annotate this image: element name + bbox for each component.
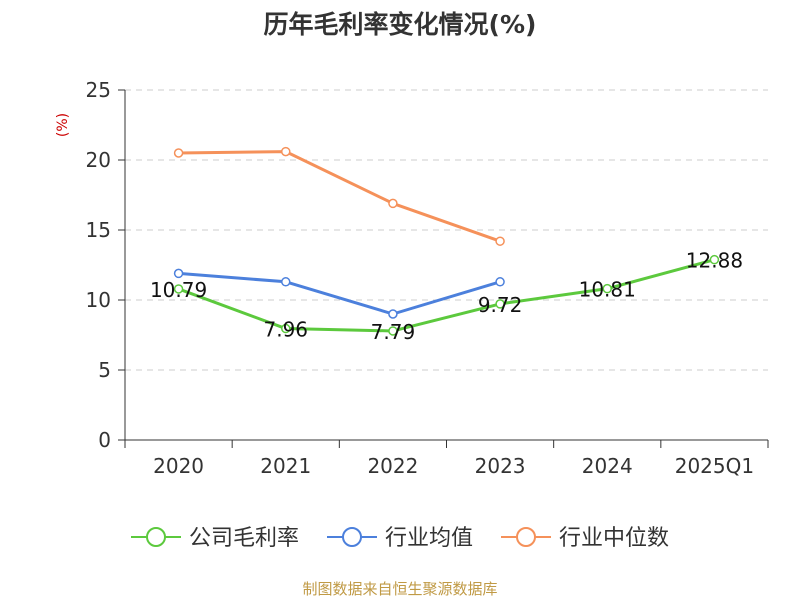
legend-item: 公司毛利率 [131, 526, 299, 551]
chart-title: 历年毛利率变化情况(%) [264, 10, 537, 39]
data-point [173, 148, 184, 158]
x-tick-label: 2025Q1 [675, 454, 754, 478]
legend-label: 行业中位数 [559, 526, 669, 551]
data-point [388, 309, 398, 319]
x-tick-label: 2020 [153, 454, 204, 478]
legend-marker [516, 527, 536, 547]
data-point [388, 198, 398, 209]
legend: 公司毛利率 行业均值 行业中位数 [131, 526, 669, 551]
grid-lines [125, 89, 768, 371]
data-point [173, 284, 184, 294]
x-tick-label: 2021 [260, 454, 311, 478]
y-tick-label: 0 [98, 428, 111, 452]
data-point [495, 299, 505, 309]
legend-item: 行业中位数 [501, 526, 669, 551]
legend-marker [146, 527, 166, 547]
legend-label: 行业均值 [385, 526, 473, 551]
legend-item: 行业均值 [327, 526, 473, 551]
series-line [178, 150, 501, 243]
data-point [495, 277, 505, 287]
y-axis-unit: (%) [55, 113, 71, 137]
data-label: 7.96 [263, 318, 308, 342]
data-point [495, 236, 505, 246]
y-tick-label: 25 [86, 78, 111, 102]
data-point [173, 268, 184, 279]
y-tick-label: 20 [86, 148, 111, 172]
data-point [602, 283, 612, 294]
x-tick-label: 2023 [475, 454, 526, 478]
data-label: 10.79 [150, 278, 207, 302]
data-label: 10.81 [579, 278, 636, 302]
source-note: 制图数据来自恒生聚源数据库 [302, 580, 497, 598]
legend-marker [342, 527, 362, 547]
series-line [178, 258, 715, 333]
data-point [281, 323, 291, 334]
data-point [281, 146, 291, 157]
data-label: 7.79 [371, 320, 416, 344]
y-tick-label: 15 [86, 218, 111, 242]
data-label: 9.72 [478, 293, 523, 317]
x-tick-label: 2024 [582, 454, 633, 478]
y-tick-label: 5 [98, 358, 111, 382]
data-point [388, 326, 398, 336]
data-labels: 10.79 7.96 7.79 9.72 10.81 12.88 [150, 249, 743, 344]
legend-label: 公司毛利率 [189, 526, 299, 551]
axes: 0 5 10 15 20 25 2020 2021 2022 2023 2024 2025Q1 [86, 78, 769, 478]
data-point [709, 254, 720, 265]
y-tick-label: 10 [86, 288, 111, 312]
data-label: 12.88 [686, 249, 743, 273]
series-line [178, 271, 501, 316]
series-lines [173, 146, 720, 336]
x-tick-label: 2022 [367, 454, 418, 478]
data-point [281, 277, 291, 287]
